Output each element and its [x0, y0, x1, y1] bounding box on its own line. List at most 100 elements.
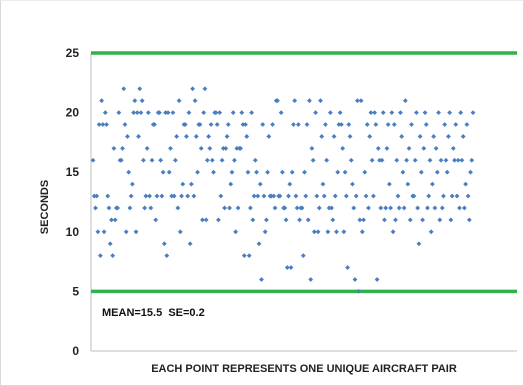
y-tick-label: 0 [72, 344, 79, 358]
data-point [284, 265, 290, 270]
data-point [318, 98, 323, 104]
data-point [404, 157, 409, 163]
data-point [144, 145, 150, 151]
data-point [262, 229, 268, 235]
data-point [102, 110, 108, 115]
data-point [399, 134, 405, 139]
data-point [230, 110, 236, 115]
data-point [164, 253, 170, 259]
data-point [459, 157, 465, 163]
data-point [309, 145, 315, 151]
data-point [176, 98, 182, 104]
data-point [115, 205, 120, 211]
data-point [385, 122, 391, 127]
data-point [134, 110, 140, 115]
data-point [447, 110, 453, 115]
data-point [382, 217, 387, 223]
data-point [470, 110, 476, 115]
data-point [402, 98, 408, 104]
data-point [254, 169, 259, 175]
data-point [457, 205, 462, 211]
data-point [450, 145, 456, 151]
data-point [299, 205, 305, 211]
data-point [111, 145, 117, 151]
data-point [422, 110, 428, 115]
data-point [132, 98, 138, 104]
data-point [163, 110, 168, 115]
data-point [145, 110, 151, 115]
data-point [353, 193, 359, 199]
data-point [401, 205, 407, 211]
data-point [421, 145, 427, 151]
data-point [428, 229, 434, 235]
data-point [93, 205, 98, 211]
data-point [452, 157, 457, 163]
data-point [235, 205, 241, 211]
data-point [330, 217, 336, 223]
data-point [128, 193, 134, 199]
data-point [363, 193, 369, 199]
data-point [433, 145, 439, 151]
data-point [97, 253, 103, 259]
data-point [368, 110, 374, 115]
data-point [161, 241, 167, 247]
data-point [448, 217, 454, 223]
data-point [228, 181, 234, 187]
data-point [123, 229, 129, 235]
data-point [158, 157, 164, 163]
data-point [153, 217, 159, 223]
data-point [104, 122, 109, 127]
data-point [283, 217, 289, 223]
data-point [90, 157, 96, 163]
data-point [257, 181, 263, 187]
data-point [315, 229, 321, 235]
data-point [214, 122, 220, 127]
data-point [418, 169, 424, 175]
data-point [182, 122, 188, 127]
data-point [425, 205, 430, 211]
data-point [335, 169, 341, 175]
data-point [141, 157, 146, 163]
data-point [325, 229, 331, 235]
data-point [105, 193, 111, 199]
data-point [340, 145, 346, 151]
data-point [136, 134, 141, 139]
data-point [366, 205, 371, 211]
data-point [260, 122, 266, 127]
data-point [225, 122, 231, 127]
data-point [195, 169, 200, 175]
data-point [154, 193, 160, 199]
data-point [302, 169, 307, 175]
y-tick-label: 5 [72, 284, 79, 298]
data-point [400, 169, 406, 175]
data-point [305, 217, 311, 223]
data-point [346, 122, 352, 127]
data-point [143, 193, 149, 199]
data-point [293, 193, 299, 199]
data-point [120, 145, 125, 151]
y-tick-label: 25 [66, 46, 80, 60]
data-point [416, 241, 422, 247]
data-point [186, 110, 192, 115]
data-point [174, 134, 180, 139]
data-point [223, 145, 229, 151]
data-point [218, 193, 224, 199]
data-point [171, 193, 177, 199]
data-point [234, 145, 240, 151]
x-axis-title: EACH POINT REPRESENTS ONE UNIQUE AIRCRAF… [151, 363, 457, 375]
data-point [282, 205, 288, 211]
data-point [395, 193, 401, 199]
data-point [179, 193, 184, 199]
data-point [263, 217, 269, 223]
data-point [314, 193, 320, 199]
data-point [442, 122, 448, 127]
data-point [307, 98, 312, 104]
data-point [91, 193, 97, 199]
data-point [329, 205, 334, 211]
data-point [465, 193, 471, 199]
data-point [112, 217, 118, 223]
data-point [321, 193, 327, 199]
data-point [414, 110, 419, 115]
data-point [238, 145, 243, 151]
